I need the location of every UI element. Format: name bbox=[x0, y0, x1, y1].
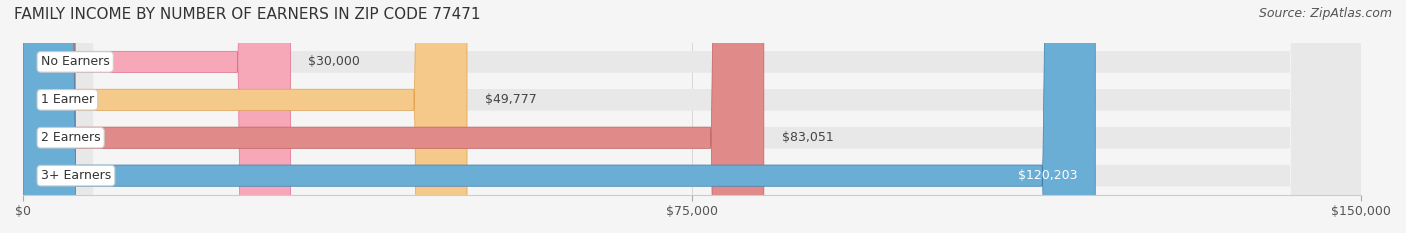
FancyBboxPatch shape bbox=[22, 0, 467, 233]
Text: FAMILY INCOME BY NUMBER OF EARNERS IN ZIP CODE 77471: FAMILY INCOME BY NUMBER OF EARNERS IN ZI… bbox=[14, 7, 481, 22]
Text: $49,777: $49,777 bbox=[485, 93, 537, 106]
FancyBboxPatch shape bbox=[22, 0, 1361, 233]
FancyBboxPatch shape bbox=[22, 0, 1361, 233]
Text: No Earners: No Earners bbox=[41, 55, 110, 69]
FancyBboxPatch shape bbox=[22, 0, 291, 233]
Text: $30,000: $30,000 bbox=[308, 55, 360, 69]
Text: 2 Earners: 2 Earners bbox=[41, 131, 100, 144]
FancyBboxPatch shape bbox=[22, 0, 763, 233]
Text: Source: ZipAtlas.com: Source: ZipAtlas.com bbox=[1258, 7, 1392, 20]
Text: $120,203: $120,203 bbox=[1018, 169, 1077, 182]
Text: 1 Earner: 1 Earner bbox=[41, 93, 94, 106]
Text: $83,051: $83,051 bbox=[782, 131, 834, 144]
Text: 3+ Earners: 3+ Earners bbox=[41, 169, 111, 182]
FancyBboxPatch shape bbox=[22, 0, 1361, 233]
FancyBboxPatch shape bbox=[22, 0, 1095, 233]
FancyBboxPatch shape bbox=[22, 0, 1361, 233]
